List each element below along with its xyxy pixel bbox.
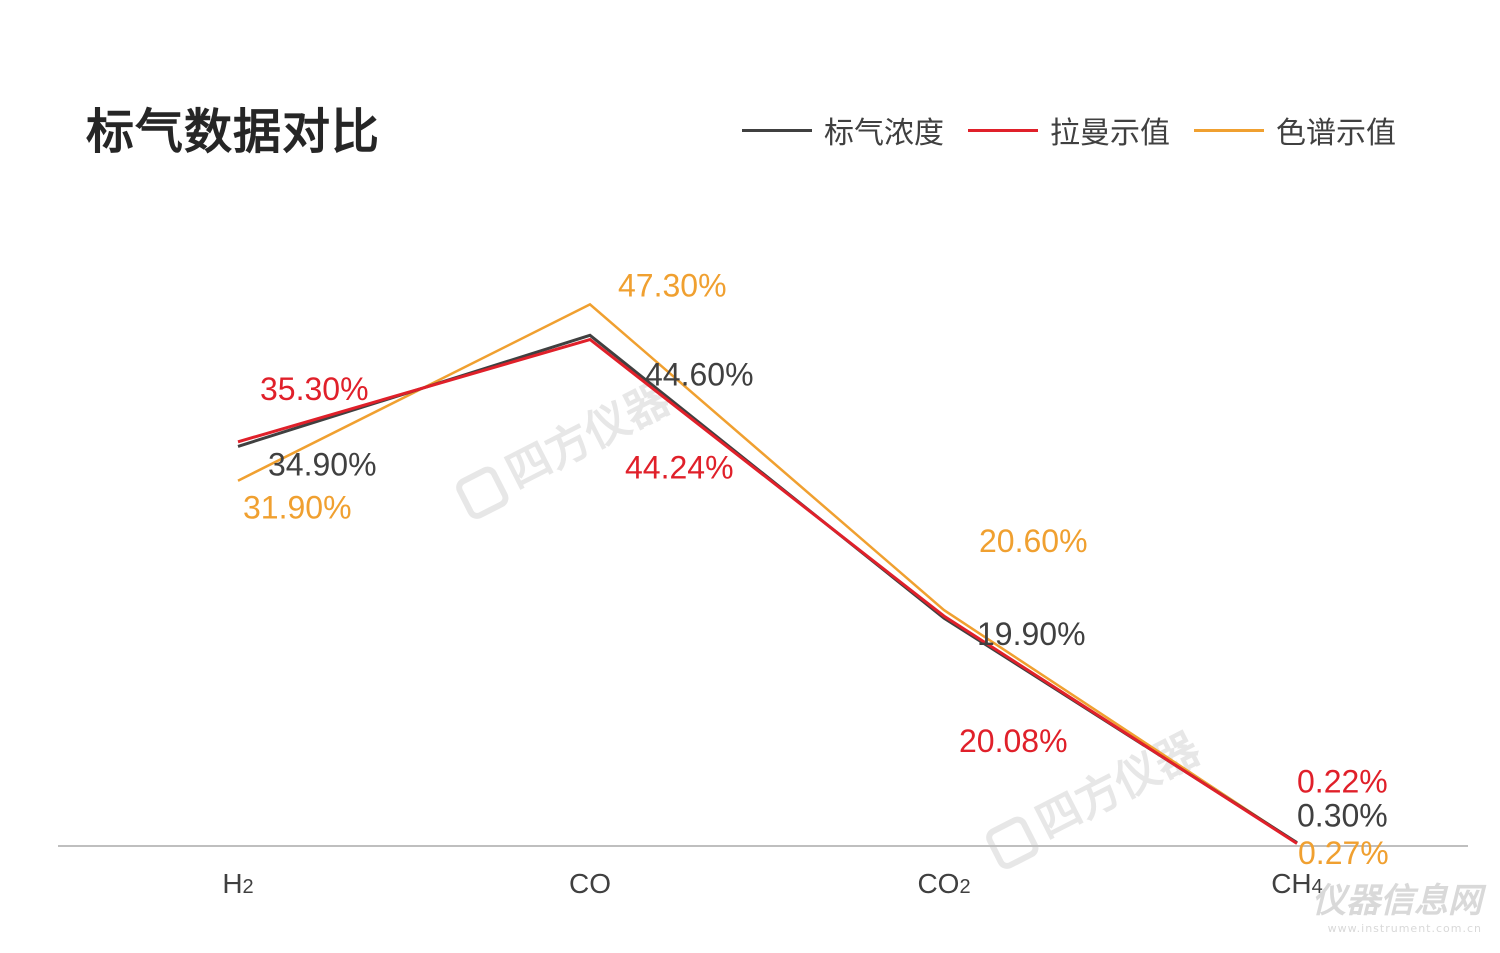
x-tick-label: CO2 — [917, 868, 970, 899]
corner-logo-sub: www.instrument.com.cn — [1327, 922, 1482, 935]
legend-item-standard: 标气浓度 — [742, 108, 944, 152]
data-label-chromatography: 0.27% — [1298, 835, 1389, 871]
corner-logo-main: 仪器信息网 — [1312, 881, 1482, 921]
x-tick-label: CH4 — [1271, 868, 1323, 899]
series-line-standard — [237, 333, 1298, 844]
data-label-raman: 44.24% — [625, 449, 734, 485]
data-label-raman: 0.22% — [1297, 763, 1388, 799]
data-label-chromatography: 31.90% — [243, 490, 352, 526]
legend-label-chromatography: 色谱示值 — [1276, 116, 1396, 151]
data-label-standard: 44.60% — [645, 356, 754, 392]
legend-swatch-raman — [968, 128, 1038, 132]
data-label-chromatography: 20.60% — [979, 523, 1088, 559]
x-tick-label: CO — [569, 868, 611, 899]
legend-label-standard: 标气浓度 — [824, 116, 944, 151]
data-label-standard: 19.90% — [977, 616, 1086, 652]
x-tick-label: H2 — [222, 868, 253, 899]
data-label-standard: 34.90% — [268, 446, 377, 482]
corner-logo: 仪器信息网 www.instrument.com.cn — [1312, 873, 1482, 935]
legend-label-raman: 拉曼示值 — [1050, 116, 1170, 151]
data-label-chromatography: 47.30% — [618, 267, 727, 303]
series-line-chromatography — [237, 302, 1298, 844]
legend-swatch-chromatography — [1194, 128, 1264, 132]
data-label-raman: 20.08% — [959, 723, 1068, 759]
chart-legend: 标气浓度 拉曼示值 色谱示值 — [742, 108, 1396, 152]
legend-swatch-standard — [742, 128, 812, 132]
series-line-raman — [237, 337, 1298, 845]
chart-title: 标气数据对比 — [86, 104, 381, 160]
legend-item-raman: 拉曼示值 — [968, 108, 1170, 152]
legend-item-chromatography: 色谱示值 — [1194, 108, 1396, 152]
data-label-standard: 0.30% — [1297, 798, 1388, 834]
data-label-raman: 35.30% — [260, 371, 369, 407]
